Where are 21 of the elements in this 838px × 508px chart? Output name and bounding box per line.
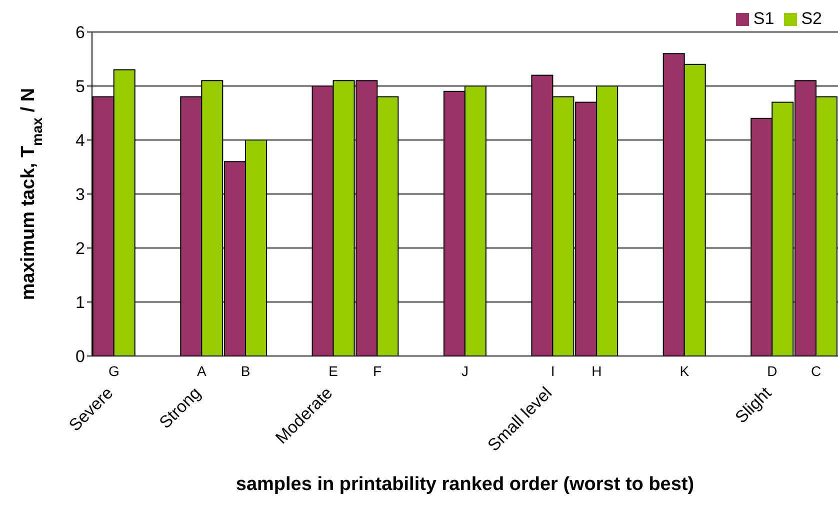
- x-tick-label: F: [372, 363, 382, 379]
- y-tick-label: 4: [76, 131, 85, 150]
- x-tick-label: G: [108, 363, 120, 379]
- y-tick-label: 6: [76, 23, 85, 42]
- legend-label: S1: [753, 9, 774, 28]
- x-tick-label: I: [550, 363, 555, 379]
- y-tick-label: 3: [76, 185, 85, 204]
- y-tick-label: 1: [76, 293, 85, 312]
- legend-label: S2: [801, 9, 822, 28]
- x-tick-label: H: [592, 363, 602, 379]
- x-tick-label: J: [462, 363, 468, 379]
- x-axis-title: samples in printability ranked order (worst to best): [236, 474, 694, 495]
- y-tick-label: 5: [76, 77, 85, 96]
- x-tick-label: C: [810, 363, 822, 379]
- y-tick-label: 2: [76, 239, 85, 258]
- x-tick-label: B: [240, 363, 250, 379]
- x-tick-label: K: [680, 363, 690, 379]
- x-tick-label: D: [767, 363, 778, 379]
- x-tick-label: A: [197, 363, 208, 379]
- x-tick-label: E: [328, 363, 338, 379]
- y-tick-label: 0: [76, 347, 85, 366]
